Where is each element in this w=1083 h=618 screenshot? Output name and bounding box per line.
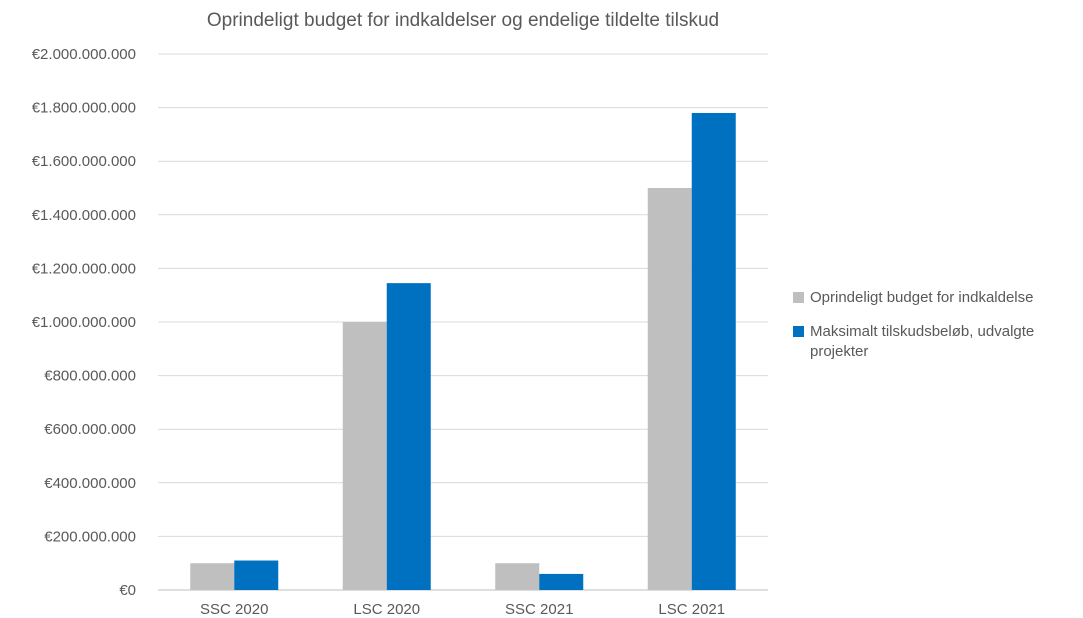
chart-title: Oprindeligt budget for indkaldelser og e… xyxy=(206,10,720,31)
y-tick-label: €800.000.000 xyxy=(44,368,136,385)
bar-max-grant xyxy=(691,112,736,591)
y-tick-label: €1.800.000.000 xyxy=(32,100,136,117)
legend-item-max-grant: Maksimalt tilskudsbeløb, udvalgte projek… xyxy=(793,322,1083,362)
x-tick-label: LSC 2020 xyxy=(353,601,420,618)
y-tick-label: €0 xyxy=(119,582,136,599)
legend-label-budget: Oprindeligt budget for indkaldelse xyxy=(810,289,1034,306)
y-tick-label: €1.400.000.000 xyxy=(32,207,136,224)
legend: Oprindeligt budget for indkaldelse Maksi… xyxy=(793,288,1083,376)
y-tick-label: €200.000.000 xyxy=(44,528,136,545)
legend-swatch-max-grant xyxy=(793,326,804,337)
bar-max-grant xyxy=(234,560,279,590)
y-tick-label: €600.000.000 xyxy=(44,421,136,438)
y-tick-label: €1.600.000.000 xyxy=(32,153,136,170)
bar-budget xyxy=(647,188,692,590)
x-tick-label: LSC 2021 xyxy=(658,601,725,618)
y-tick-label: €1.200.000.000 xyxy=(32,260,136,277)
bar-budget xyxy=(495,563,540,590)
x-tick-label: SSC 2021 xyxy=(505,601,573,618)
y-tick-label: €2.000.000.000 xyxy=(32,46,136,63)
legend-label-max-grant: Maksimalt tilskudsbeløb, udvalgte projek… xyxy=(810,323,1035,360)
legend-item-budget: Oprindeligt budget for indkaldelse xyxy=(793,288,1083,308)
bar-budget xyxy=(190,563,235,590)
bar-max-grant xyxy=(539,573,584,590)
y-tick-label: €400.000.000 xyxy=(44,475,136,492)
x-tick-label: SSC 2020 xyxy=(200,601,268,618)
legend-swatch-budget xyxy=(793,292,804,303)
bar-budget xyxy=(342,322,387,590)
y-tick-label: €1.000.000.000 xyxy=(32,314,136,331)
bar-max-grant xyxy=(386,283,431,590)
